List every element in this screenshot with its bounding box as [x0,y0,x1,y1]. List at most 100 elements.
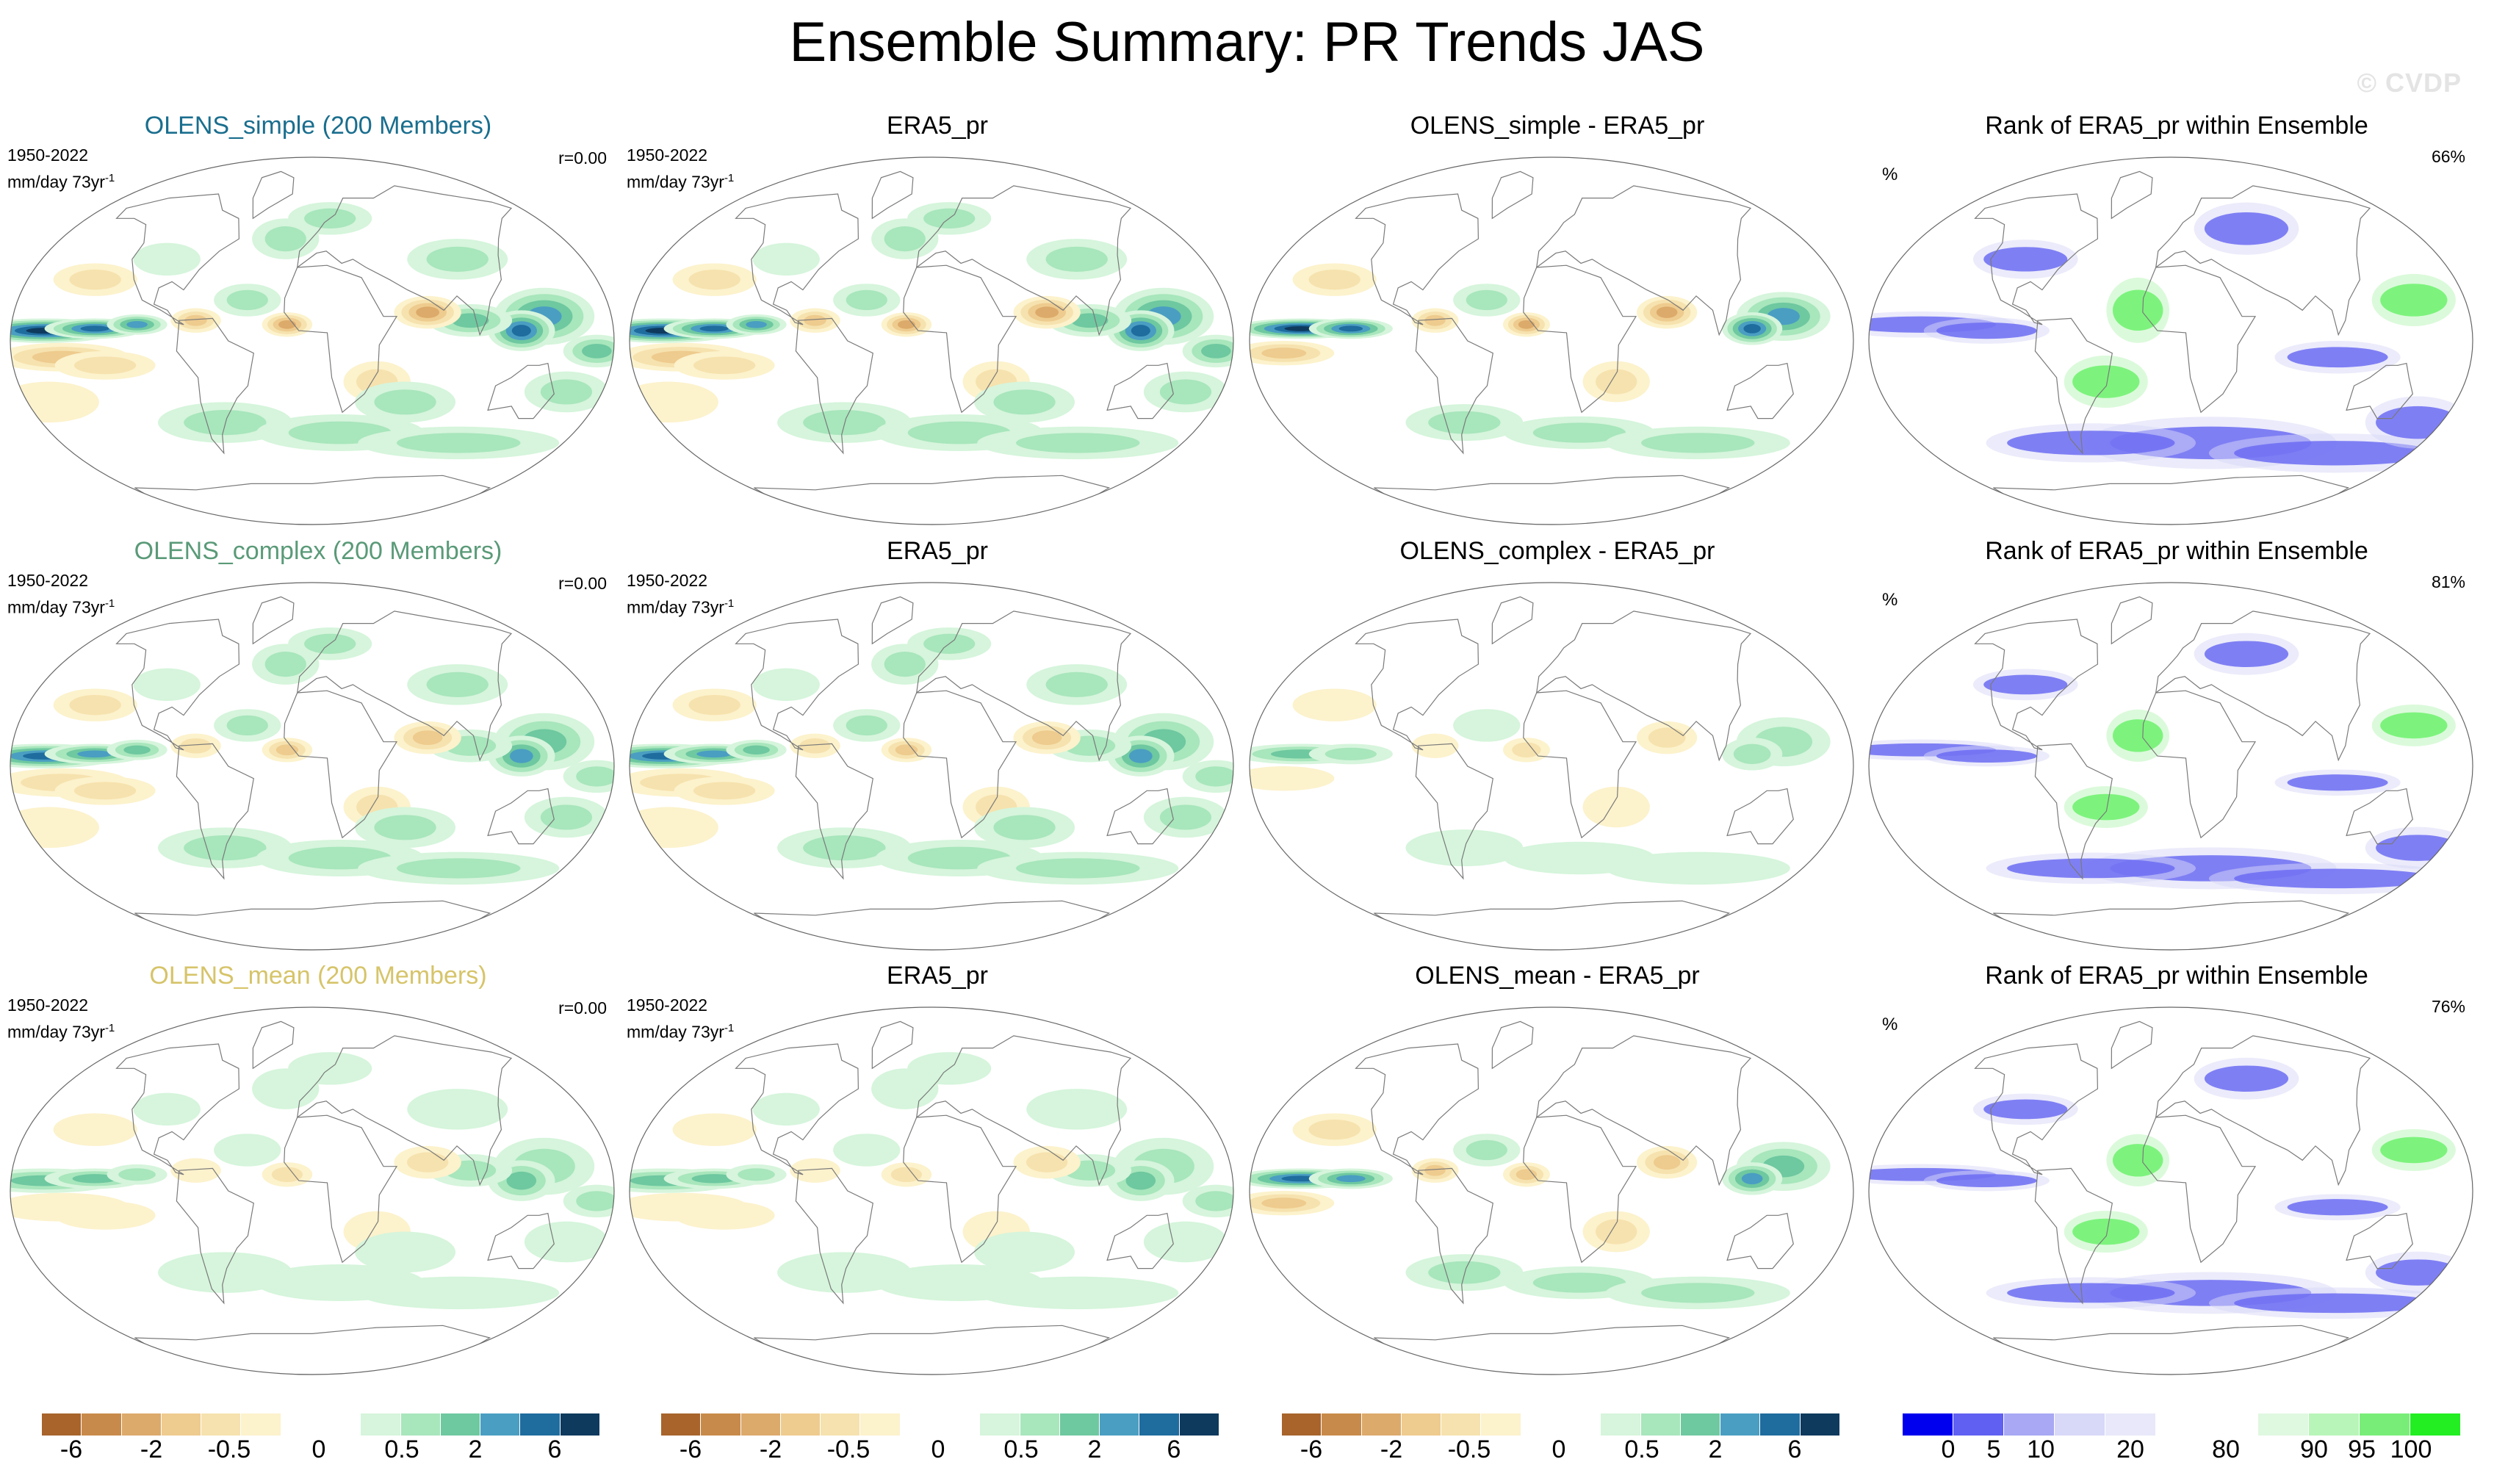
colorbar-label: 6 [547,1436,562,1463]
colorbar-swatch [440,1413,481,1436]
colorbar-swatch [1059,1413,1100,1436]
colorbar-label: 0 [1941,1436,1956,1463]
percent-unit-label: % [1882,590,1898,610]
period-label: 1950-2022 [627,571,707,590]
colorbar-swatch [1800,1413,1840,1436]
colorbar-label: -2 [759,1436,782,1463]
colorbar-swatch [121,1413,162,1436]
colorbar-swatch [161,1413,202,1436]
colorbar-swatch [1139,1413,1180,1436]
colorbar-swatch [740,1413,781,1436]
rank-map [1868,582,2473,951]
colorbar-swatch [1953,1413,2005,1436]
colorbar-swatch [241,1413,281,1436]
panel-title: ERA5_pr [887,112,988,140]
panel-metadata: 1950-2022 mm/day 73yr-1 [627,994,734,1044]
units-exponent: -1 [724,172,735,184]
colorbar-swatch [701,1413,741,1436]
map-panel-rank: Rank of ERA5_pr within Ensemble% 66% [1866,112,2487,538]
colorbar-swatch [1720,1413,1761,1436]
map-panel-ensemble: OLENS_mean (200 Members) 1950-2022 mm/day … [7,962,629,1388]
panel-title: ERA5_pr [887,537,988,565]
map-panel-ensemble: OLENS_simple (200 Members) 1950-2022 mm/da… [7,112,629,538]
colorbar-swatch [661,1413,702,1436]
units-exponent: -1 [104,1022,115,1034]
colorbar-swatch [1601,1413,1641,1436]
colorbar-swatch [281,1413,321,1436]
colorbar-swatch [940,1413,981,1436]
panel-title: OLENS_simple - ERA5_pr [1410,112,1705,140]
colorbar-boxes [1903,1413,2462,1437]
trend-map [10,156,615,525]
trend-map [629,1006,1234,1375]
period-label: 1950-2022 [627,145,707,165]
colorbar-swatch [82,1413,122,1436]
map-panel-obs: ERA5_pr 1950-2022 mm/day 73yr-1 [627,112,1248,538]
map-panel-diff: OLENS_complex - ERA5_pr [1247,537,1868,963]
colorbar-swatch [2105,1413,2157,1436]
colorbar-swatch [980,1413,1020,1436]
colorbar-label: 95 [2348,1436,2376,1463]
colorbar-label: 0.5 [1003,1436,1039,1463]
colorbar-swatch [1282,1413,1322,1436]
panel-title: OLENS_mean (200 Members) [149,962,487,990]
colorbar-label: 2 [468,1436,483,1463]
colorbar-swatch [320,1413,361,1436]
panel-metadata: 1950-2022 mm/day 73yr-1 [7,994,115,1044]
colorbar-swatch [520,1413,561,1436]
period-label: 1950-2022 [7,571,88,590]
map-panel-obs: ERA5_pr 1950-2022 mm/day 73yr-1 [627,537,1248,963]
colorbar-label: -2 [140,1436,163,1463]
colorbar-swatch [780,1413,821,1436]
colorbar-label: 10 [2027,1436,2055,1463]
colorbar-label: 100 [2390,1436,2432,1463]
map-panel-diff: OLENS_simple - ERA5_pr [1247,112,1868,538]
panel-title: Rank of ERA5_pr within Ensemble [1985,537,2368,565]
colorbar-swatch [42,1413,82,1436]
colorbar-label: 0 [1551,1436,1566,1463]
colorbar-swatch [2004,1413,2055,1436]
colorbar-swatch [1560,1413,1601,1436]
colorbar-swatch [900,1413,940,1436]
colorbar-label: 2 [1708,1436,1723,1463]
period-label: 1950-2022 [7,995,88,1015]
colorbar-label: -6 [679,1436,702,1463]
correlation-label: r=0.00 [558,574,607,593]
panel-metadata: 1950-2022 mm/day 73yr-1 [7,144,115,194]
units-label: mm/day 73yr-1 [627,1017,734,1044]
colorbar-boxes [42,1413,600,1437]
colorbar-label: -6 [60,1436,83,1463]
units-base: mm/day 73yr [7,1022,105,1042]
colorbar-label: 20 [2116,1436,2144,1463]
map-panel-ensemble: OLENS_complex (200 Members) 1950-2022 mm/d… [7,537,629,963]
colorbar-swatch [1179,1413,1219,1436]
colorbar-swatch [2156,1413,2208,1436]
colorbar-swatch [480,1413,521,1436]
colorbar-label: 0.5 [1624,1436,1659,1463]
colorbar-label: -0.5 [1447,1436,1491,1463]
units-label: mm/day 73yr-1 [7,167,115,194]
rank-percentage: 81% [2431,572,2465,591]
colorbar-swatch [1903,1413,1954,1436]
map-panel-rank: Rank of ERA5_pr within Ensemble% 81% [1866,537,2487,963]
rank-percentage: 66% [2431,147,2465,166]
period-label: 1950-2022 [627,995,707,1015]
colorbar-swatch [1401,1413,1442,1436]
colorbar-swatch [1640,1413,1681,1436]
panel-title: Rank of ERA5_pr within Ensemble [1985,112,2368,140]
rank-map [1868,156,2473,525]
colorbar-swatch [2410,1413,2462,1436]
colorbar-obs: -6 -2 -0.5 0 0.5 2 6 [661,1413,1219,1472]
colorbar-swatch [2207,1413,2258,1436]
panel-metadata: 1950-2022 mm/day 73yr-1 [627,144,734,194]
units-base: mm/day 73yr [627,597,724,617]
colorbar-label: -6 [1300,1436,1323,1463]
colorbar-swatch [361,1413,401,1436]
colorbar-ensemble: -6 -2 -0.5 0 0.5 2 6 [42,1413,600,1472]
colorbar-boxes [661,1413,1219,1437]
units-exponent: -1 [104,172,115,184]
colorbar-label: 0 [931,1436,945,1463]
colorbar-diff: -6 -2 -0.5 0 0.5 2 6 [1282,1413,1840,1472]
colorbar-label: -2 [1380,1436,1403,1463]
units-label: mm/day 73yr-1 [627,167,734,194]
